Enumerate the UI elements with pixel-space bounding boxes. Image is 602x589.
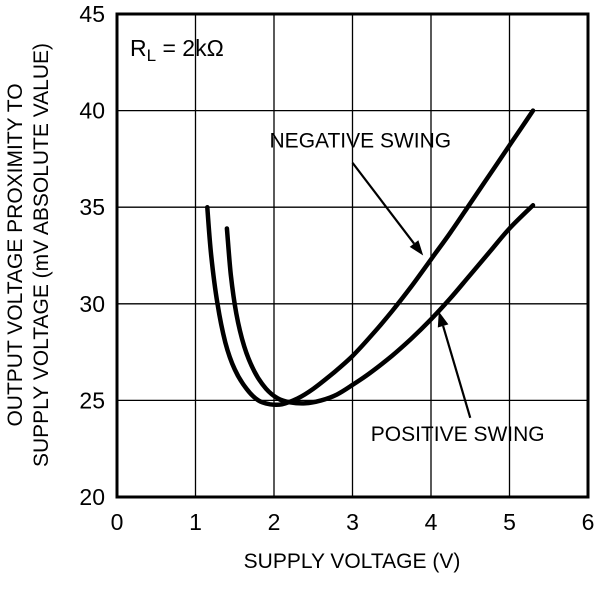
annotation-arrow-line bbox=[351, 162, 415, 245]
curve-positive-swing bbox=[224, 203, 536, 406]
grid-lines bbox=[117, 14, 588, 497]
x-tick-label: 6 bbox=[582, 509, 595, 535]
x-tick-label: 1 bbox=[189, 509, 202, 535]
x-tick-label: 5 bbox=[503, 509, 516, 535]
y-axis-title-line1: OUTPUT VOLTAGE PROXIMITY TO bbox=[4, 83, 27, 426]
y-tick-label: 30 bbox=[79, 291, 105, 317]
annotation-arrow-line bbox=[442, 325, 472, 419]
y-tick-label: 40 bbox=[79, 98, 105, 124]
load-resistance-label: RL = 2kΩ bbox=[130, 35, 224, 65]
load-resistance-value: = 2kΩ bbox=[156, 35, 224, 61]
curve-negative-swing bbox=[205, 108, 536, 408]
annotations: NEGATIVE SWING POSITIVE SWING bbox=[270, 129, 545, 446]
annotation-arrow-head bbox=[437, 311, 449, 328]
y-tick-label: 45 bbox=[79, 1, 105, 27]
curves bbox=[205, 108, 536, 408]
x-tick-label: 0 bbox=[111, 509, 124, 535]
y-axis-title-line2: SUPPLY VOLTAGE (mV ABSOLUTE VALUE) bbox=[30, 43, 53, 467]
y-tick-label: 20 bbox=[79, 484, 105, 510]
annotation-label-negative-swing: NEGATIVE SWING bbox=[270, 129, 452, 152]
y-tick-label: 35 bbox=[79, 194, 105, 220]
load-resistance-subscript: L bbox=[147, 46, 156, 65]
load-resistance-base: R bbox=[130, 35, 147, 61]
x-axis-title: SUPPLY VOLTAGE (V) bbox=[244, 550, 461, 573]
y-tick-label: 25 bbox=[79, 387, 105, 413]
x-tick-label: 4 bbox=[425, 509, 438, 535]
plot-frame bbox=[115, 12, 590, 499]
annotation-arrow-head bbox=[409, 240, 424, 256]
annotation-label-positive-swing: POSITIVE SWING bbox=[371, 423, 545, 446]
x-tick-label: 2 bbox=[268, 509, 281, 535]
x-tick-label: 3 bbox=[346, 509, 359, 535]
